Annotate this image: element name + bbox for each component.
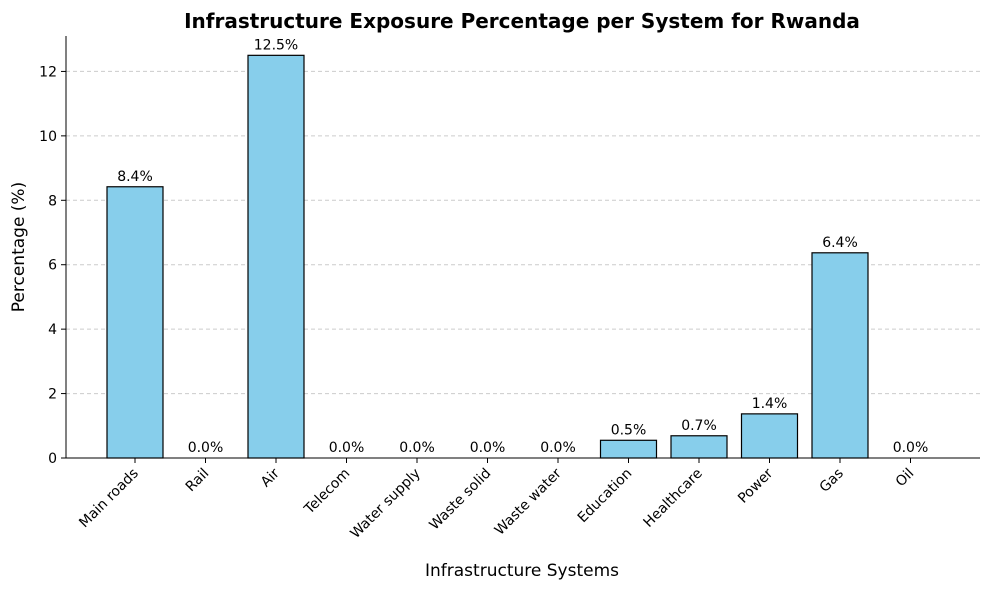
y-tick-label: 2 <box>48 387 57 403</box>
data-labels: 8.4% 0.0% 12.5% 0.0% 0.0% 0.0% 0.0% 0.5% 0.7% 1.4… <box>117 37 928 456</box>
x-tick-label: Education <box>575 466 636 527</box>
y-tick-label: 4 <box>48 322 57 338</box>
y-tick-label: 0 <box>48 451 57 467</box>
bar-healthcare <box>670 435 728 459</box>
data-label: 0.5% <box>611 422 647 438</box>
data-label: 0.0% <box>470 440 506 456</box>
x-tick-label: Air <box>258 465 283 490</box>
x-tick-label: Waste solid <box>427 466 495 534</box>
data-label: 0.7% <box>681 418 717 434</box>
x-tick-label: Water supply <box>347 466 423 542</box>
bar-gas <box>811 252 869 459</box>
data-label: 12.5% <box>254 37 298 53</box>
chart-title: Infrastructure Exposure Percentage per S… <box>184 9 860 33</box>
bar-air <box>247 54 305 459</box>
data-label: 0.0% <box>893 440 929 456</box>
x-tick-label: Power <box>735 465 776 506</box>
x-tick-label: Oil <box>893 466 918 491</box>
y-ticks: 0 2 4 6 8 10 12 <box>39 64 66 467</box>
data-label: 1.4% <box>752 396 788 412</box>
y-tick-label: 6 <box>48 258 57 274</box>
y-axis-label: Percentage (%) <box>9 182 29 312</box>
x-tick-label: Gas <box>817 466 847 496</box>
y-tick-label: 10 <box>39 129 57 145</box>
y-tick-label: 8 <box>48 193 57 209</box>
x-tick-label: Main roads <box>76 466 142 532</box>
x-axis-label: Infrastructure Systems <box>425 561 619 581</box>
x-tick-label: Healthcare <box>641 466 706 531</box>
grid-lines <box>66 70 980 395</box>
data-label: 0.0% <box>399 440 435 456</box>
data-label: 0.0% <box>540 440 576 456</box>
data-label: 0.0% <box>329 440 365 456</box>
bar-education <box>599 439 658 459</box>
data-label: 8.4% <box>117 169 153 185</box>
x-tick-label: Telecom <box>301 466 353 518</box>
bar-main-roads <box>106 186 164 459</box>
data-label: 0.0% <box>188 440 224 456</box>
x-tick-label: Rail <box>183 466 213 496</box>
data-label: 6.4% <box>822 235 858 251</box>
y-tick-label: 12 <box>39 64 57 80</box>
x-tick-label: Waste water <box>492 465 565 538</box>
bar-power <box>740 413 799 459</box>
bars <box>106 54 869 459</box>
